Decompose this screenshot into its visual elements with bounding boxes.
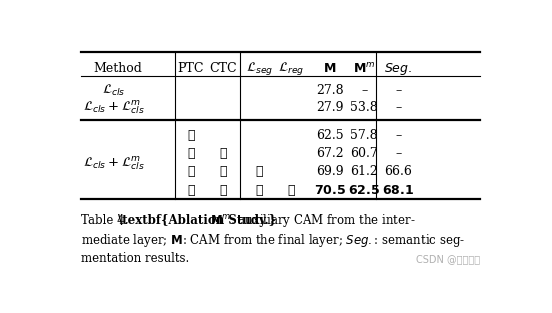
Text: $\mathcal{L}_{cls} + \mathcal{L}_{cls}^{m}$: $\mathcal{L}_{cls} + \mathcal{L}_{cls}^{… <box>83 99 145 116</box>
Text: 61.2: 61.2 <box>351 165 378 178</box>
Text: –: – <box>395 129 401 142</box>
Text: $\mathcal{L}_{cls} + \mathcal{L}_{cls}^{m}$: $\mathcal{L}_{cls} + \mathcal{L}_{cls}^{… <box>83 154 145 172</box>
Text: CSDN @松下直子: CSDN @松下直子 <box>416 254 480 264</box>
Text: ✓: ✓ <box>187 184 195 197</box>
Text: ✓: ✓ <box>219 165 227 178</box>
Text: 27.8: 27.8 <box>316 84 344 97</box>
Text: $\mathcal{L}_{cls}$: $\mathcal{L}_{cls}$ <box>102 83 126 98</box>
Text: 66.6: 66.6 <box>385 165 412 178</box>
Text: Table 4.: Table 4. <box>81 214 129 227</box>
Text: Method: Method <box>94 62 142 75</box>
Text: ✓: ✓ <box>187 147 195 160</box>
Text: –: – <box>395 147 401 160</box>
Text: 60.7: 60.7 <box>351 147 378 160</box>
Text: mentation results.: mentation results. <box>81 252 189 265</box>
Text: $\mathcal{L}_{reg}$: $\mathcal{L}_{reg}$ <box>278 60 305 77</box>
Text: $\mathcal{L}_{seg}$: $\mathcal{L}_{seg}$ <box>246 60 273 77</box>
Text: ✓: ✓ <box>219 147 227 160</box>
Text: $\mathbf{62.5}$: $\mathbf{62.5}$ <box>348 184 380 197</box>
Text: 67.2: 67.2 <box>316 147 344 160</box>
Text: 69.9: 69.9 <box>316 165 344 178</box>
Text: $\mathbf{70.5}$: $\mathbf{70.5}$ <box>314 184 346 197</box>
Text: \textbf{Ablation Study.}: \textbf{Ablation Study.} <box>118 214 277 227</box>
Text: ✓: ✓ <box>288 184 295 197</box>
Text: PTC: PTC <box>178 62 204 75</box>
Text: ✓: ✓ <box>256 165 263 178</box>
Text: ✓: ✓ <box>219 184 227 197</box>
Text: $\mathbf{M}$: $\mathbf{M}$ <box>323 62 337 75</box>
Text: –: – <box>395 101 401 114</box>
Text: $\mathbf{M}^m$: auxiliary CAM from the inter-: $\mathbf{M}^m$: auxiliary CAM from the i… <box>210 212 416 229</box>
Text: $\mathit{Seg.}$: $\mathit{Seg.}$ <box>384 61 412 77</box>
Text: ✓: ✓ <box>187 129 195 142</box>
Text: 27.9: 27.9 <box>316 101 344 114</box>
Text: –: – <box>395 84 401 97</box>
Text: ✓: ✓ <box>187 165 195 178</box>
Text: CTC: CTC <box>209 62 237 75</box>
Text: –: – <box>361 84 367 97</box>
Text: 57.8: 57.8 <box>351 129 378 142</box>
Text: mediate layer; $\mathbf{M}$: CAM from the final layer; $\mathit{Seg.}$: semantic: mediate layer; $\mathbf{M}$: CAM from th… <box>81 232 465 249</box>
Text: 53.8: 53.8 <box>351 101 378 114</box>
Text: ✓: ✓ <box>256 184 263 197</box>
Text: $\mathbf{68.1}$: $\mathbf{68.1}$ <box>383 184 415 197</box>
Text: $\mathbf{M}^m$: $\mathbf{M}^m$ <box>353 62 375 76</box>
Text: 62.5: 62.5 <box>316 129 344 142</box>
